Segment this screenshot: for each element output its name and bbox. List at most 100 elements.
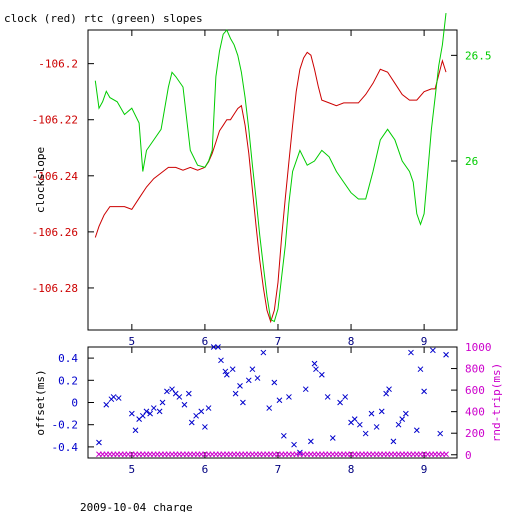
offset-point-stroke-b <box>240 399 246 406</box>
offset-point-stroke-b <box>115 395 122 401</box>
offset-point <box>313 366 319 373</box>
offset-point-stroke-b <box>205 405 212 411</box>
top-left-tick-label: -106.26 <box>32 226 78 239</box>
top-x-tick-label: 5 <box>129 335 136 348</box>
bottom-left-tick-label: 0.2 <box>58 374 78 387</box>
offset-point-stroke-b <box>386 386 392 393</box>
offset-point <box>266 405 273 411</box>
offset-point <box>280 432 287 439</box>
offset-point-stroke-b <box>337 399 343 406</box>
offset-point <box>276 397 283 404</box>
top-right-tick-label: 26 <box>465 155 478 168</box>
offset-point-stroke-b <box>147 410 153 417</box>
offset-point-stroke-b <box>362 430 369 437</box>
offset-point <box>443 351 449 358</box>
bottom-left-tick-label: -0.2 <box>52 419 79 432</box>
offset-point <box>408 349 414 356</box>
top-panel: 5 6 7 8 9 -106.2 -106.22 -106.24 -106.26 -106.28 c… <box>32 13 492 348</box>
offset-point <box>128 410 135 417</box>
offset-point-stroke-b <box>245 377 252 384</box>
offset-point-stroke-b <box>188 419 195 426</box>
offset-point <box>143 408 150 415</box>
bottom-left-axis-label: offset(ms) <box>34 369 47 435</box>
offset-point <box>96 439 102 446</box>
offset-point <box>218 357 224 364</box>
offset-point <box>103 401 110 408</box>
offset-point-stroke-b <box>318 371 325 378</box>
offset-point-stroke-b <box>266 405 273 411</box>
offset-point-stroke-b <box>373 424 380 430</box>
offset-point <box>185 390 192 397</box>
offset-point-stroke-b <box>222 368 229 375</box>
offset-point <box>115 395 122 401</box>
offset-point-stroke-b <box>390 438 397 445</box>
clock-series-line <box>94 51 447 324</box>
top-x-tick-label: 7 <box>275 335 282 348</box>
offset-point-stroke-b <box>286 394 292 400</box>
bottom-right-tick-label: 200 <box>465 427 485 440</box>
top-left-tick-label: -106.22 <box>32 114 78 127</box>
bottom-right-axis-label: rnd-trip(ms) <box>490 363 503 442</box>
offset-point <box>297 449 303 456</box>
bottom-right-tick-label: 600 <box>465 384 485 397</box>
offset-point-stroke-b <box>356 421 363 428</box>
offset-point <box>132 427 139 434</box>
offset-point-stroke-b <box>291 441 297 448</box>
offset-point <box>215 344 221 350</box>
offset-point-stroke-b <box>324 394 331 400</box>
offset-point <box>421 388 427 395</box>
offset-point-stroke-b <box>215 344 221 350</box>
offset-point <box>147 410 153 417</box>
offset-point-stroke-b <box>395 421 402 428</box>
offset-point-stroke-b <box>172 390 179 397</box>
offset-point-stroke-b <box>96 439 102 446</box>
offset-point-stroke-b <box>110 394 117 400</box>
offset-point <box>164 388 170 395</box>
bottom-right-tick-label: 1000 <box>465 341 492 354</box>
offset-point-stroke-b <box>311 360 318 367</box>
offset-point <box>373 424 380 430</box>
offset-point <box>399 416 406 423</box>
top-left-axis-label: clockslope <box>34 147 47 213</box>
offset-point-stroke-b <box>308 438 314 445</box>
offset-point-stroke-b <box>302 386 309 393</box>
bottom-panel: 5 6 7 8 9 0.4 0.2 0 -0.2 -0.4 offset(ms) 1000 800 600… <box>34 341 503 476</box>
offset-point-stroke-b <box>156 408 163 415</box>
offset-point-stroke-b <box>329 435 336 441</box>
offset-point <box>249 366 256 373</box>
offset-point <box>342 394 349 400</box>
offset-point <box>229 366 236 373</box>
offset-point <box>337 399 343 406</box>
rnd-trip-point-stroke-b <box>443 451 449 458</box>
offset-point <box>362 430 369 437</box>
bottom-x-tick-label: 5 <box>129 463 136 476</box>
offset-point <box>245 377 252 384</box>
offset-point <box>110 394 117 400</box>
offset-point-stroke-b <box>232 390 239 397</box>
rnd-trip-point <box>443 451 449 458</box>
offset-point-stroke-b <box>271 379 278 386</box>
offset-point <box>417 366 424 373</box>
offset-point-stroke-b <box>297 449 303 456</box>
offset-point <box>232 390 239 397</box>
top-x-tick-label: 8 <box>348 335 355 348</box>
offset-point-stroke-b <box>368 410 375 417</box>
offset-point <box>368 410 375 417</box>
bottom-x-tick-label: 8 <box>348 463 355 476</box>
offset-point-stroke-b <box>103 401 110 408</box>
bottom-x-tick-label: 7 <box>275 463 282 476</box>
offset-point <box>329 435 336 441</box>
offset-point-stroke-b <box>237 382 243 389</box>
bottom-left-tick-label: 0 <box>71 397 78 410</box>
offset-point-stroke-b <box>280 432 287 439</box>
offset-point <box>311 360 318 367</box>
top-x-tick-label: 9 <box>421 335 428 348</box>
offset-point-stroke-b <box>378 408 385 415</box>
offset-point-stroke-b <box>351 416 358 423</box>
top-left-tick-label: -106.28 <box>32 282 78 295</box>
top-left-tick-label: -106.2 <box>38 58 78 71</box>
offset-point-stroke-b <box>413 427 420 434</box>
offset-point <box>159 399 166 406</box>
offset-point-stroke-b <box>198 408 205 415</box>
